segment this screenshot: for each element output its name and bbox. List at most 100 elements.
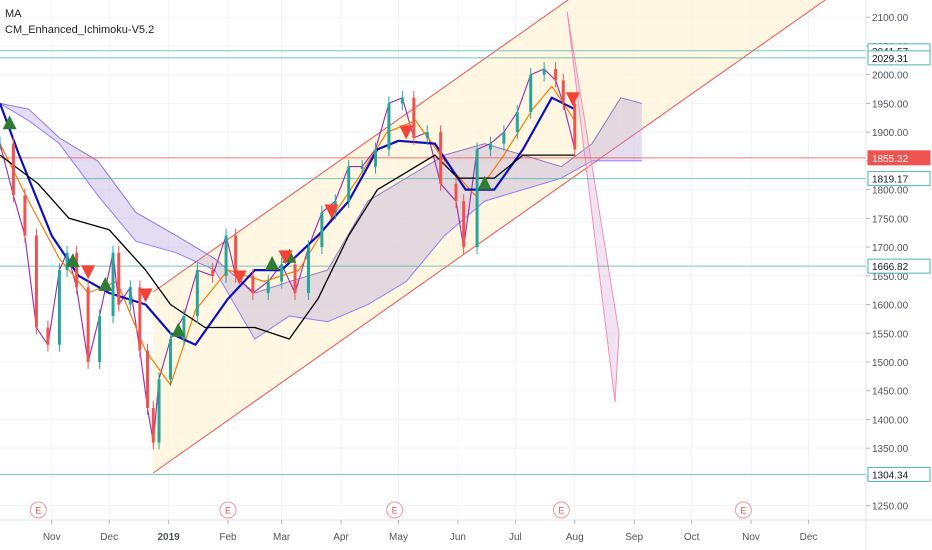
earnings-marker (386, 501, 404, 519)
earnings-marker (29, 501, 47, 519)
earnings-marker (552, 501, 570, 519)
x-tick-label: Oct (684, 532, 700, 543)
series-line-fast-ma (0, 85, 576, 386)
sell-signal-marker (278, 250, 293, 265)
earnings-marker-label: E (558, 506, 564, 516)
x-tick-label: Jul (509, 532, 522, 543)
level-label: 1666.82 (872, 262, 909, 273)
y-tick-label: 1450.00 (872, 387, 909, 398)
x-tick-label: Aug (566, 532, 584, 543)
candle-body (542, 68, 546, 75)
y-tick-label: 2000.00 (872, 71, 909, 82)
legend-ichimoku[interactable]: CM_Enhanced_Ichimoku-V5.2 (5, 24, 155, 36)
x-tick-label: Apr (333, 532, 349, 543)
candle-body (529, 74, 533, 113)
buy-signal-marker (477, 175, 492, 190)
level-label-box (867, 150, 931, 166)
candle-body (138, 287, 142, 351)
candle-body (280, 264, 284, 282)
candle-body (57, 270, 61, 345)
candle-body (347, 166, 351, 202)
x-tick-label: May (389, 532, 408, 543)
cloud-segment (214, 258, 255, 340)
x-tick-label: Dec (800, 532, 818, 543)
sell-signal-marker (565, 92, 580, 107)
candle-body (306, 247, 310, 294)
candle-body (117, 252, 121, 305)
y-tick-label: 1700.00 (872, 243, 909, 254)
candle-body (86, 287, 90, 362)
sell-signal-marker (399, 125, 414, 140)
candle-body (502, 132, 506, 144)
cloud-segment (327, 201, 368, 322)
candle-body (561, 80, 565, 104)
level-label-box (867, 258, 931, 274)
candle-body (23, 195, 27, 236)
candle-body (360, 166, 364, 169)
y-tick-label: 1650.00 (872, 272, 909, 283)
channel-upper-line (152, 0, 569, 293)
candle-body (182, 316, 186, 340)
candle-body (320, 212, 324, 248)
candle-body (224, 235, 228, 276)
candle-body (34, 235, 38, 328)
earnings-marker (219, 501, 237, 519)
x-tick-label: Jun (450, 532, 466, 543)
candle-body (425, 132, 429, 138)
candle-body (75, 252, 79, 288)
candle-body (111, 252, 115, 317)
channel-fill (153, 0, 826, 473)
y-tick-label: 1900.00 (872, 128, 909, 139)
level-label: 2029.31 (872, 54, 909, 65)
y-tick-label: 1950.00 (872, 99, 909, 110)
candle-body (475, 149, 479, 248)
level-label: 1855.32 (872, 154, 909, 165)
candle-body (554, 68, 558, 81)
cloud-segment (28, 109, 60, 144)
channel-lower-line (152, 0, 827, 474)
candle-body (151, 407, 155, 443)
cloud-segment (136, 212, 177, 253)
y-tick-label: 1500.00 (872, 358, 909, 369)
candle-body (439, 132, 443, 184)
sell-signal-marker (232, 270, 247, 285)
candle-body (234, 235, 238, 276)
buy-signal-marker (2, 115, 17, 130)
buy-signal-marker (265, 256, 280, 271)
cloud-span-a (0, 97, 642, 294)
sell-signal-marker (324, 204, 339, 219)
cloud-segment (59, 137, 98, 196)
candle-body (195, 270, 199, 317)
y-tick-label: 1600.00 (872, 301, 909, 312)
cloud-segment (367, 178, 407, 305)
sell-signal-marker (81, 265, 96, 280)
cloud-segment (592, 97, 621, 161)
earnings-marker-label: E (392, 506, 398, 516)
x-tick-label: Dec (100, 532, 118, 543)
legend-ma[interactable]: MA (5, 8, 22, 20)
candle-body (454, 183, 458, 202)
x-tick-label: 2019 (157, 532, 180, 543)
level-label: 1819.17 (872, 175, 909, 186)
candle-body (251, 275, 255, 294)
sell-signal-marker (138, 288, 153, 303)
y-tick-label: 1750.00 (872, 214, 909, 225)
level-label-box (867, 50, 931, 66)
cloud-segment (97, 160, 137, 242)
candle-body (374, 149, 378, 167)
y-tick-label: 1800.00 (872, 186, 909, 197)
candle-body (11, 143, 15, 196)
candle-body (169, 339, 173, 380)
candle-body (128, 287, 132, 305)
candle-body (157, 379, 161, 443)
candle-body (65, 252, 69, 271)
x-tick-label: Nov (742, 532, 760, 543)
cloud-segment (254, 281, 290, 340)
earnings-marker-label: E (740, 506, 746, 516)
buy-signal-marker (98, 276, 113, 291)
x-tick-label: Nov (43, 532, 61, 543)
candle-body (515, 112, 519, 133)
series-line-kijun (0, 154, 575, 340)
y-tick-label: 1250.00 (872, 502, 909, 513)
